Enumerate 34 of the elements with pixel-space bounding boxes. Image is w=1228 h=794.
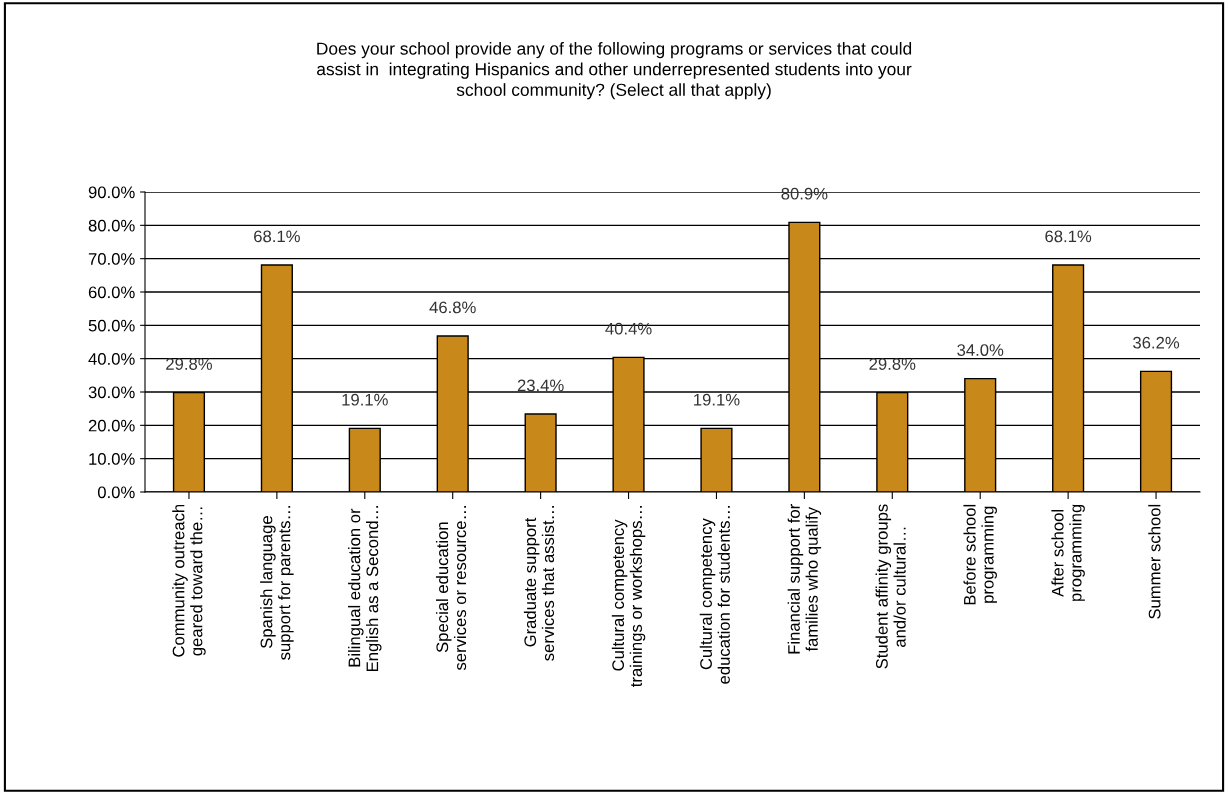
y-tick-label: 0.0% <box>97 486 135 499</box>
y-tick-label: 80.0% <box>88 219 135 232</box>
data-label: 19.1% <box>694 393 740 406</box>
x-tick-label: Financial support for families who qualify <box>787 504 822 654</box>
x-tick-label: After school programming <box>1051 504 1085 601</box>
y-tick-label: 10.0% <box>89 453 135 465</box>
data-label: 29.8% <box>166 358 212 370</box>
data-label: 19.1% <box>342 393 388 406</box>
data-label: 46.8% <box>429 301 476 314</box>
data-label: 23.4% <box>517 379 564 392</box>
data-label: 36.2% <box>1133 336 1180 349</box>
data-label: 29.8% <box>869 358 916 370</box>
x-tick-label: Cultural competency education for students… <box>699 506 730 684</box>
x-tick-label: Bilingual education or English as a Second… <box>348 506 382 672</box>
data-label: 68.1% <box>1045 230 1092 243</box>
data-label: 40.4% <box>605 322 652 335</box>
y-tick-label: 40.0% <box>88 353 135 365</box>
x-tick-label: Cultural competency trainings or workshops… <box>611 506 646 687</box>
data-label: 68.1% <box>254 230 300 243</box>
x-tick-label: Before school programming <box>963 504 997 605</box>
x-tick-label: Graduate support services that assist… <box>523 506 555 661</box>
y-tick-label: 20.0% <box>88 419 135 432</box>
x-tick-label: Special education services or resource… <box>435 506 467 671</box>
data-label: 34.0% <box>957 344 1004 356</box>
x-tick-label: Student affinity groups and/or cultural… <box>875 504 906 669</box>
chart-title: Does your school provide any of the following programs or services that could assist in integrating Hispanics and other underrepresented students into your school community? (Select all that apply) <box>317 42 912 100</box>
y-tick-label: 50.0% <box>88 319 135 332</box>
y-tick-label: 70.0% <box>88 253 135 265</box>
x-tick-label: Summer school <box>1148 504 1161 619</box>
y-tick-label: 60.0% <box>88 286 135 299</box>
x-tick-label: Spanish language support for parents… <box>260 506 294 660</box>
y-tick-label: 30.0% <box>88 386 135 399</box>
y-tick-label: 90.0% <box>88 186 135 199</box>
x-tick-label: Community outreach geared toward the… <box>172 504 206 657</box>
